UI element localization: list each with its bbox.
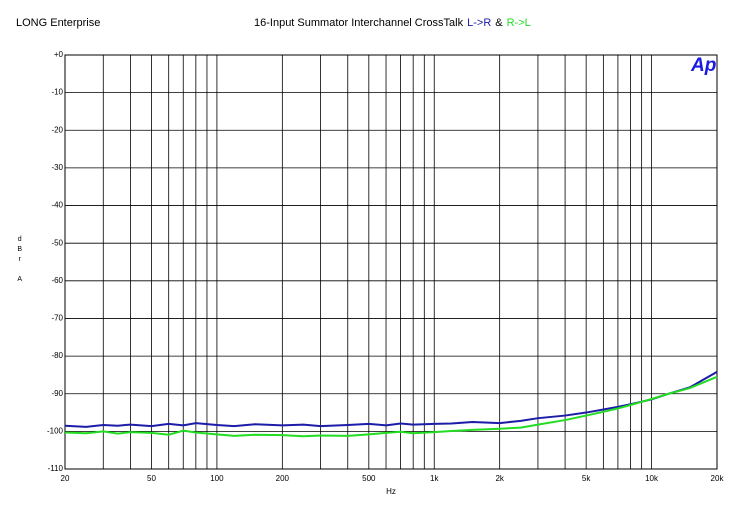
x-tick-label: 200 xyxy=(276,474,290,483)
y-tick-label: -90 xyxy=(51,389,63,398)
y-tick-label: +0 xyxy=(54,50,64,59)
x-tick-label: 500 xyxy=(362,474,376,483)
y-axis-label: dBr A xyxy=(16,236,23,286)
x-tick-label: 1k xyxy=(430,474,439,483)
y-tick-label: -100 xyxy=(47,426,64,435)
title-joiner: & xyxy=(495,17,503,29)
plot-frame xyxy=(64,54,718,470)
y-tick-label: -30 xyxy=(51,163,63,172)
legend-entry: R->L xyxy=(507,17,531,29)
x-tick-label: 5k xyxy=(582,474,591,483)
series-line xyxy=(64,371,718,428)
x-tick-label: 20k xyxy=(711,474,725,483)
x-tick-label: 50 xyxy=(147,474,156,483)
header: LONG Enterprise xyxy=(16,17,100,29)
y-tick-label: -110 xyxy=(48,464,64,473)
y-tick-label: -50 xyxy=(51,238,63,247)
x-tick-label: 20 xyxy=(61,474,70,483)
y-tick-label: -10 xyxy=(51,88,63,97)
x-tick-label: 10k xyxy=(645,474,659,483)
series-line xyxy=(64,375,718,438)
y-tick-label: -20 xyxy=(51,125,63,134)
y-tick-label: -40 xyxy=(51,201,63,210)
title-text: 16-Input Summator Interchannel CrossTalk xyxy=(254,17,464,29)
y-tick-label: -70 xyxy=(51,314,63,323)
y-tick-label: -60 xyxy=(51,276,63,285)
chart-title: 16-Input Summator Interchannel CrossTalk… xyxy=(254,17,531,29)
logo: Ap xyxy=(690,55,716,76)
x-axis-label: Hz xyxy=(386,487,396,496)
legend-entry: L->R xyxy=(467,17,491,29)
x-tick-label: 2k xyxy=(495,474,504,483)
y-tick-label: -80 xyxy=(51,351,63,360)
x-tick-label: 100 xyxy=(210,474,224,483)
